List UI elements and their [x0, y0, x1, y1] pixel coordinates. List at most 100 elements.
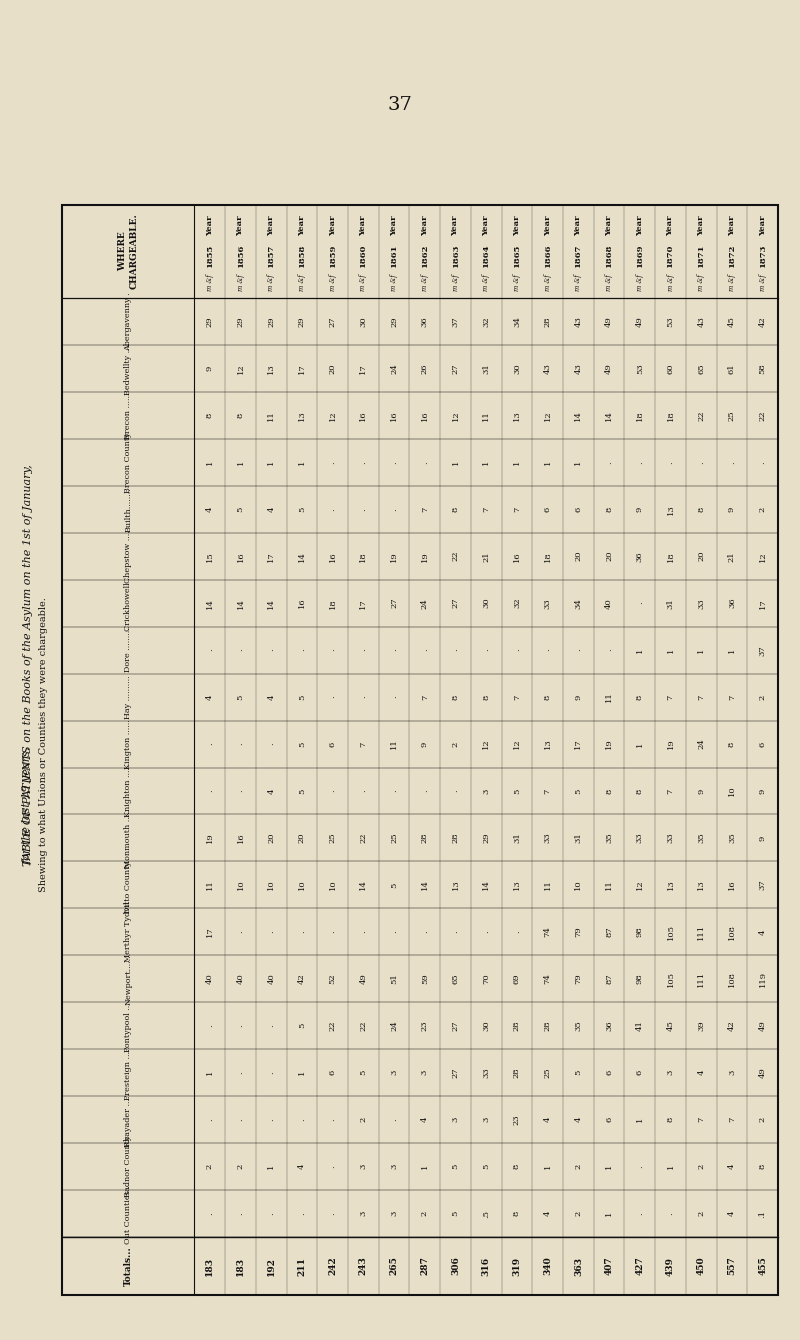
- Text: 41: 41: [636, 1020, 644, 1032]
- Text: 69: 69: [513, 973, 521, 984]
- Text: 20: 20: [574, 551, 582, 561]
- Text: 29: 29: [390, 316, 398, 327]
- Text: 18: 18: [666, 551, 674, 561]
- Text: 1868: 1868: [605, 244, 613, 268]
- Text: 29: 29: [298, 316, 306, 327]
- Text: 11: 11: [605, 691, 613, 702]
- Text: m &f: m &f: [605, 273, 613, 291]
- Text: 12: 12: [758, 551, 766, 561]
- Text: m &f: m &f: [451, 273, 459, 291]
- Text: .: .: [329, 1119, 337, 1122]
- Text: 13: 13: [513, 410, 521, 421]
- Text: 17: 17: [267, 551, 275, 561]
- Text: 1859: 1859: [329, 244, 337, 268]
- Text: .: .: [329, 1213, 337, 1215]
- Text: 37: 37: [387, 96, 413, 114]
- Text: 20: 20: [329, 363, 337, 374]
- Text: 319: 319: [513, 1257, 522, 1276]
- Text: .: .: [298, 1213, 306, 1215]
- Text: 3: 3: [390, 1164, 398, 1170]
- Text: m &f: m &f: [267, 273, 275, 291]
- Text: .: .: [390, 695, 398, 698]
- Text: 3: 3: [359, 1211, 367, 1217]
- Text: 1: 1: [544, 1164, 552, 1170]
- Text: 3: 3: [482, 788, 490, 793]
- Text: 7: 7: [421, 694, 429, 699]
- Text: .: .: [206, 1024, 214, 1026]
- Text: .: .: [329, 695, 337, 698]
- Text: Totals...: Totals...: [124, 1246, 133, 1286]
- Text: 42: 42: [728, 1020, 736, 1030]
- Text: 16: 16: [359, 410, 367, 421]
- Text: 87: 87: [605, 973, 613, 984]
- Text: 98: 98: [636, 973, 644, 984]
- Text: Crickhowell ..: Crickhowell ..: [124, 575, 132, 631]
- Text: 18: 18: [636, 410, 644, 421]
- Text: 1855: 1855: [206, 244, 214, 268]
- Text: .: .: [421, 930, 429, 933]
- Text: 1: 1: [698, 647, 706, 653]
- Text: 11: 11: [206, 879, 214, 890]
- Text: 22: 22: [451, 551, 459, 561]
- Text: 79: 79: [574, 973, 582, 984]
- Text: 33: 33: [636, 832, 644, 843]
- Text: m &f: m &f: [237, 273, 245, 291]
- Text: 9: 9: [698, 788, 706, 793]
- Text: 40: 40: [206, 973, 214, 984]
- Text: 340: 340: [543, 1257, 552, 1276]
- Text: 53: 53: [666, 316, 674, 327]
- Text: Builth........: Builth........: [124, 486, 132, 532]
- Text: 9: 9: [636, 507, 644, 512]
- Text: 1: 1: [666, 1164, 674, 1170]
- Text: 9: 9: [206, 366, 214, 371]
- Text: .: .: [267, 742, 275, 745]
- Text: 9: 9: [421, 741, 429, 746]
- Text: .: .: [329, 1166, 337, 1168]
- Text: Year: Year: [666, 216, 674, 236]
- Text: Year: Year: [267, 216, 275, 236]
- Text: 1: 1: [544, 460, 552, 465]
- Text: 8: 8: [728, 741, 736, 746]
- Text: .: .: [206, 1213, 214, 1215]
- Text: 265: 265: [390, 1257, 398, 1276]
- Text: 211: 211: [298, 1257, 306, 1276]
- Text: 43: 43: [574, 316, 582, 327]
- Text: 1865: 1865: [513, 244, 521, 268]
- Text: .: .: [237, 1119, 245, 1122]
- Text: 36: 36: [605, 1021, 613, 1030]
- Text: .: .: [267, 1024, 275, 1026]
- Text: m &f: m &f: [206, 273, 214, 291]
- Text: 111: 111: [698, 970, 706, 986]
- Text: 27: 27: [451, 598, 459, 608]
- Text: 34: 34: [574, 598, 582, 608]
- Text: 22: 22: [329, 1021, 337, 1030]
- Text: 61: 61: [728, 363, 736, 374]
- Text: 1863: 1863: [451, 244, 459, 268]
- Text: 1: 1: [636, 1118, 644, 1123]
- Text: .: .: [758, 461, 766, 464]
- Text: 29: 29: [482, 832, 490, 843]
- Text: Year: Year: [421, 216, 429, 236]
- Text: 3: 3: [390, 1211, 398, 1217]
- Text: 5: 5: [298, 788, 306, 793]
- Text: Rhayader .....: Rhayader .....: [124, 1092, 132, 1147]
- Text: 5: 5: [390, 882, 398, 887]
- Text: m &f: m &f: [666, 273, 674, 291]
- Text: 24: 24: [698, 738, 706, 749]
- Text: .: .: [329, 789, 337, 792]
- Text: .: .: [513, 649, 521, 651]
- Text: 439: 439: [666, 1257, 675, 1276]
- Text: 427: 427: [635, 1257, 644, 1276]
- Text: 31: 31: [574, 832, 582, 843]
- Text: 6: 6: [329, 741, 337, 746]
- Text: 1: 1: [421, 1164, 429, 1170]
- Text: 2: 2: [698, 1164, 706, 1170]
- Text: 13: 13: [267, 363, 275, 374]
- Text: .: .: [636, 1166, 644, 1168]
- Text: 40: 40: [605, 598, 613, 608]
- Text: 192: 192: [266, 1257, 276, 1276]
- Text: 36: 36: [421, 316, 429, 327]
- Text: .: .: [329, 930, 337, 933]
- Text: 3: 3: [666, 1069, 674, 1076]
- Text: Brecon County: Brecon County: [124, 431, 132, 493]
